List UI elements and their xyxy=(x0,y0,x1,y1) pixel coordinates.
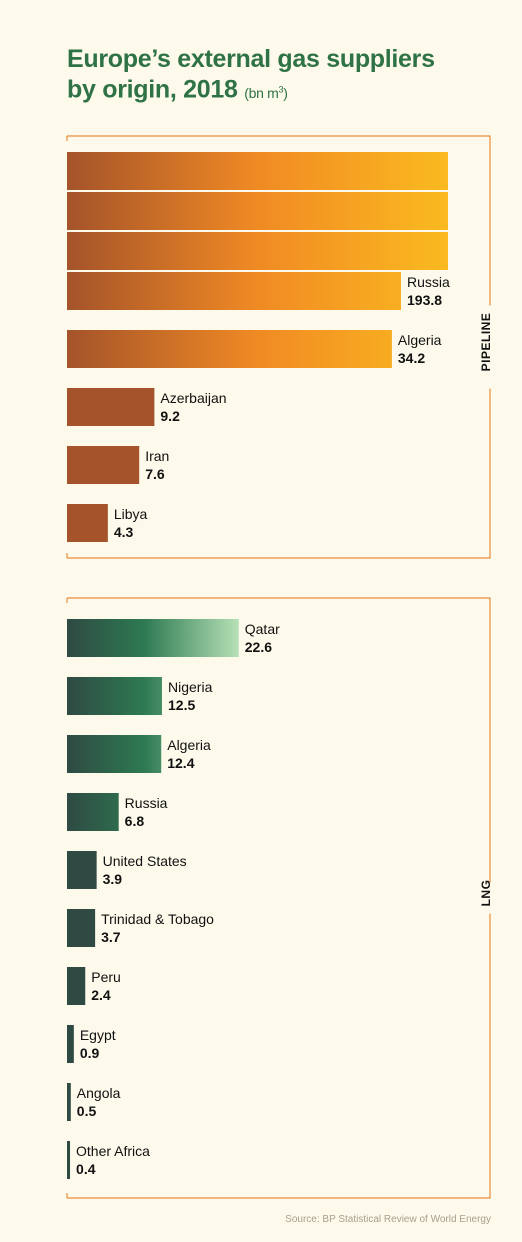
nigeria-lng-value-label: 12.5 xyxy=(168,697,195,713)
egypt-lng-value-label: 0.9 xyxy=(80,1045,100,1061)
iran-pipeline-category-label: Iran xyxy=(145,448,169,464)
libya-pipeline-category-label: Libya xyxy=(114,506,148,522)
algeria-lng-category-label: Algeria xyxy=(167,737,211,753)
russia-pipeline-bar-segment-1 xyxy=(67,152,448,190)
title-unit: (bn m3) xyxy=(244,84,288,101)
libya-pipeline-bar xyxy=(67,504,108,542)
unit-sup: 3 xyxy=(278,84,284,94)
algeria-lng-value-label: 12.4 xyxy=(167,755,194,771)
panel-frames: PIPELINE LNG xyxy=(66,135,498,1199)
iran-pipeline-bar xyxy=(67,446,140,484)
title-line-1: Europe’s external gas suppliers xyxy=(67,45,435,73)
lng-group-label: LNG xyxy=(479,880,493,907)
bars-layer xyxy=(67,152,448,1179)
iran-pipeline-value-label: 7.6 xyxy=(145,466,165,482)
russia-lng-category-label: Russia xyxy=(125,795,168,811)
unit-suffix: ) xyxy=(283,84,288,101)
united-states-lng-category-label: United States xyxy=(103,853,187,869)
united-states-lng-bar xyxy=(67,851,97,889)
other-africa-lng-category-label: Other Africa xyxy=(76,1143,150,1159)
angola-lng-bar xyxy=(67,1083,71,1121)
azerbaijan-pipeline-category-label: Azerbaijan xyxy=(160,390,226,406)
azerbaijan-pipeline-bar xyxy=(67,388,155,426)
peru-lng-category-label: Peru xyxy=(91,969,121,985)
lng-label-bg xyxy=(482,882,498,914)
title-year: by origin, 2018 xyxy=(67,75,238,104)
trinidad-tobago-lng-category-label: Trinidad & Tobago xyxy=(101,911,214,927)
trinidad-tobago-lng-bar xyxy=(67,909,96,947)
trinidad-tobago-lng-value-label: 3.7 xyxy=(101,929,121,945)
russia-pipeline-value-label: 193.8 xyxy=(407,292,442,308)
russia-pipeline-bar-segment-3 xyxy=(67,232,448,270)
angola-lng-category-label: Angola xyxy=(77,1085,121,1101)
labels-layer: Russia 193.8 Algeria 34.2 Azerbaijan 9.2 Iran 7… xyxy=(76,274,450,1177)
pipeline-group-label: PIPELINE xyxy=(479,313,493,372)
russia-lng-bar xyxy=(67,793,119,831)
egypt-lng-category-label: Egypt xyxy=(80,1027,116,1043)
nigeria-lng-category-label: Nigeria xyxy=(168,679,213,695)
russia-lng-value-label: 6.8 xyxy=(125,813,145,829)
algeria-pipeline-category-label: Algeria xyxy=(398,332,442,348)
russia-pipeline-bar-segment-2 xyxy=(67,192,448,230)
source-note: Source: BP Statistical Review of World E… xyxy=(285,1214,491,1225)
egypt-lng-bar xyxy=(67,1025,74,1063)
russia-pipeline-category-label: Russia xyxy=(407,274,450,290)
nigeria-lng-bar xyxy=(67,677,162,715)
algeria-pipeline-bar xyxy=(67,330,392,368)
unit-prefix: (bn m xyxy=(244,84,279,101)
title-line-2: by origin, 2018 (bn m3) xyxy=(67,74,507,108)
peru-lng-bar xyxy=(67,967,86,1005)
pipeline-label-bg xyxy=(482,305,498,389)
algeria-pipeline-value-label: 34.2 xyxy=(398,350,425,366)
other-africa-lng-bar xyxy=(67,1141,71,1179)
peru-lng-value-label: 2.4 xyxy=(91,987,111,1003)
qatar-lng-category-label: Qatar xyxy=(245,621,280,637)
russia-pipeline-bar xyxy=(67,272,401,310)
algeria-lng-bar xyxy=(67,735,162,773)
qatar-lng-bar xyxy=(67,619,239,657)
azerbaijan-pipeline-value-label: 9.2 xyxy=(160,408,180,424)
chart-title: Europe’s external gas suppliers by origi… xyxy=(67,44,507,108)
united-states-lng-value-label: 3.9 xyxy=(103,871,123,887)
other-africa-lng-value-label: 0.4 xyxy=(76,1161,96,1177)
angola-lng-value-label: 0.5 xyxy=(77,1103,97,1119)
qatar-lng-value-label: 22.6 xyxy=(245,639,272,655)
libya-pipeline-value-label: 4.3 xyxy=(114,524,134,540)
